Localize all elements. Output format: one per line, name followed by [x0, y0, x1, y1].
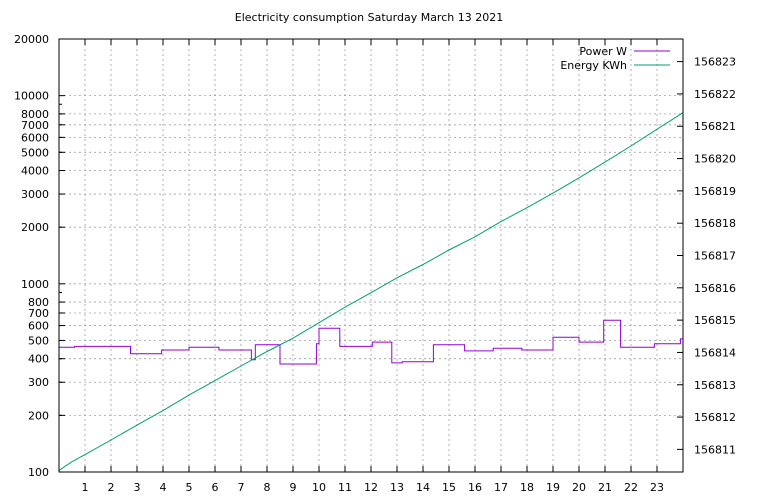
x-tick-label: 6 [212, 481, 219, 494]
x-tick-label: 17 [494, 481, 508, 494]
grid-lines [59, 39, 683, 472]
x-tick-label: 21 [598, 481, 612, 494]
series-layer [58, 112, 684, 471]
x-tick-label: 15 [442, 481, 456, 494]
y-left-tick-label: 10000 [14, 90, 49, 103]
y-left-tick-label: 600 [28, 320, 49, 333]
x-tick-label: 14 [416, 481, 430, 494]
x-tick-label: 18 [520, 481, 534, 494]
y-left-tick-label: 7000 [21, 119, 49, 132]
y-left-tick-label: 500 [28, 334, 49, 347]
y-left-tick-label: 700 [28, 307, 49, 320]
chart-title: Electricity consumption Saturday March 1… [234, 11, 504, 24]
plot-border [58, 38, 684, 473]
x-tick-label: 23 [650, 481, 664, 494]
y-left-tick-label: 2000 [21, 221, 49, 234]
y-right-tick-label: 156822 [694, 88, 736, 101]
y-left-tick-label: 100 [28, 466, 49, 479]
x-tick-label: 9 [290, 481, 297, 494]
y-right-tick-label: 156823 [694, 56, 736, 69]
y-left-tick-label: 3000 [21, 188, 49, 201]
legend-label: Energy KWh [560, 59, 627, 72]
y-left-tick-label: 4000 [21, 165, 49, 178]
axes-layer: 1 2 3 4 5 6 7 8 9 10 11 12 13 14 15 16 17 18 19 20 21 22 23100… [14, 33, 736, 494]
x-tick-label: 10 [312, 481, 326, 494]
y-left-tick-label: 8000 [21, 108, 49, 121]
y-left-tick-label: 1000 [21, 278, 49, 291]
y-right-tick-label: 156813 [694, 379, 736, 392]
x-tick-label: 4 [160, 481, 167, 494]
y-right-tick-label: 156814 [694, 346, 736, 359]
legend-label: Power W [579, 45, 627, 58]
x-tick-label: 1 [82, 481, 89, 494]
x-tick-label: 11 [338, 481, 352, 494]
x-tick-label: 2 [108, 481, 115, 494]
y-right-tick-label: 156812 [694, 411, 736, 424]
y-right-tick-label: 156817 [694, 250, 736, 263]
y-left-tick-label: 20000 [14, 33, 49, 46]
x-tick-label: 3 [134, 481, 141, 494]
x-tick-label: 13 [390, 481, 404, 494]
x-tick-label: 19 [546, 481, 560, 494]
x-tick-label: 12 [364, 481, 378, 494]
x-tick-label: 8 [264, 481, 271, 494]
series-line-energy [58, 112, 684, 471]
x-tick-label: 20 [572, 481, 586, 494]
y-right-tick-label: 156819 [694, 185, 736, 198]
y-left-tick-label: 400 [28, 353, 49, 366]
y-right-tick-label: 156816 [694, 282, 736, 295]
y-right-tick-label: 156815 [694, 314, 736, 327]
x-tick-label: 16 [468, 481, 482, 494]
y-left-tick-label: 6000 [21, 131, 49, 144]
y-left-tick-label: 5000 [21, 146, 49, 159]
y-left-tick-label: 300 [28, 376, 49, 389]
x-tick-label: 7 [238, 481, 245, 494]
y-right-tick-label: 156820 [694, 153, 736, 166]
x-tick-label: 22 [624, 481, 638, 494]
x-tick-label: 5 [186, 481, 193, 494]
y-right-tick-label: 156811 [694, 443, 736, 456]
y-right-tick-label: 156821 [694, 120, 736, 133]
y-left-tick-label: 800 [28, 296, 49, 309]
series-line-power [59, 319, 683, 365]
y-right-tick-label: 156818 [694, 217, 736, 230]
y-left-tick-label: 200 [28, 409, 49, 422]
